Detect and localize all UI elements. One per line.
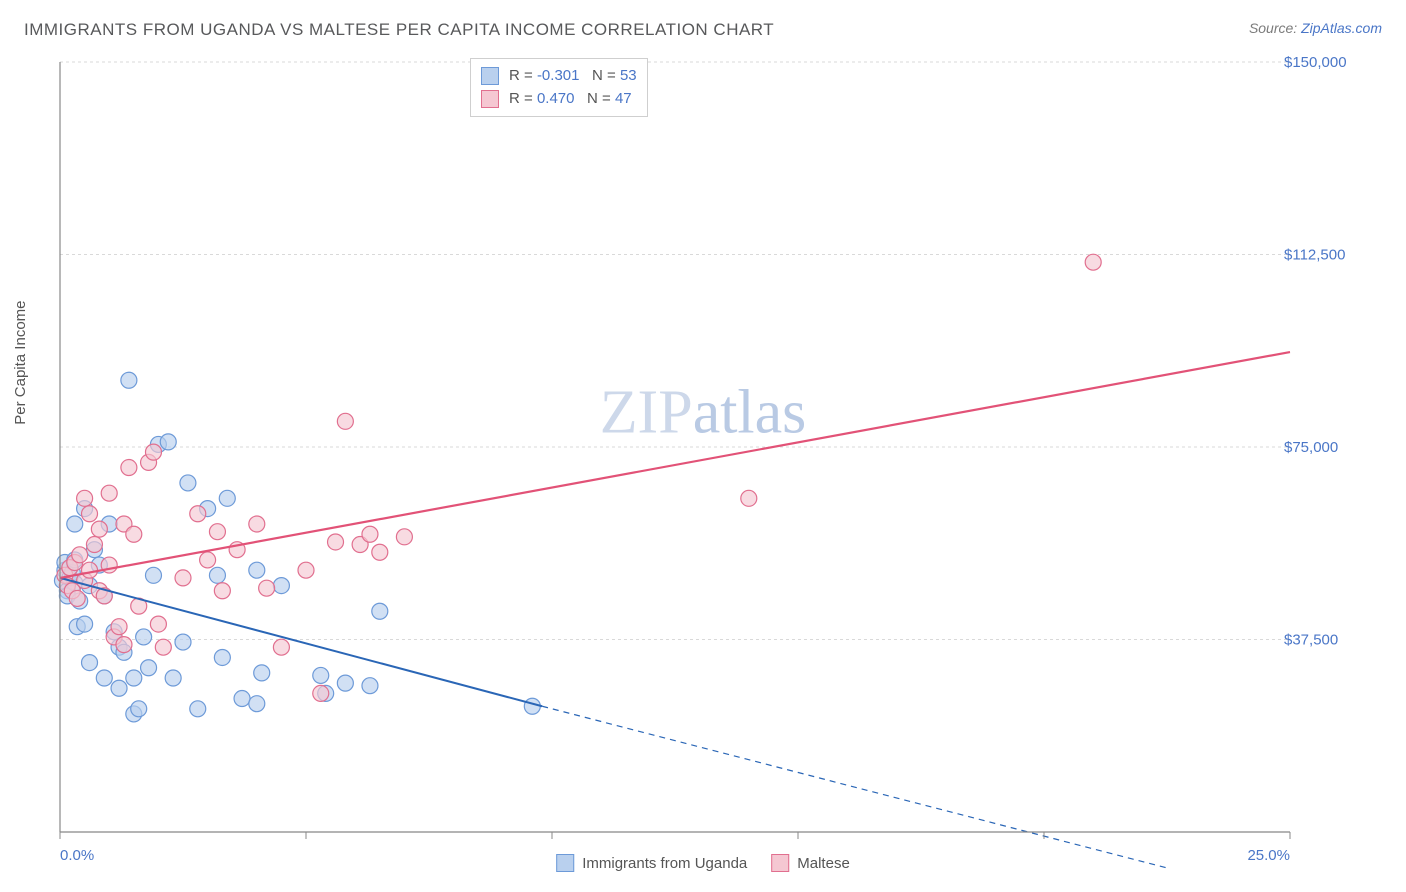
legend-item: Maltese	[771, 854, 850, 872]
legend-swatch	[556, 854, 574, 872]
svg-text:$75,000: $75,000	[1284, 439, 1338, 456]
chart-container: Per Capita Income ZIPatlas $37,500$75,00…	[20, 52, 1386, 872]
series-legend: Immigrants from Uganda Maltese	[556, 854, 850, 872]
correlation-legend: R = -0.301 N = 53R = 0.470 N = 47	[470, 58, 648, 117]
svg-text:$150,000: $150,000	[1284, 54, 1347, 71]
legend-row: R = 0.470 N = 47	[481, 88, 637, 111]
legend-swatch	[481, 67, 499, 85]
legend-swatch	[771, 854, 789, 872]
legend-item: Immigrants from Uganda	[556, 854, 747, 872]
source-attribution: Source: ZipAtlas.com	[1249, 20, 1382, 36]
source-link[interactable]: ZipAtlas.com	[1301, 20, 1382, 36]
y-axis-label: Per Capita Income	[12, 300, 29, 424]
legend-swatch	[481, 90, 499, 108]
page-title: IMMIGRANTS FROM UGANDA VS MALTESE PER CA…	[24, 20, 774, 40]
svg-text:$37,500: $37,500	[1284, 632, 1338, 649]
svg-text:0.0%: 0.0%	[60, 847, 94, 864]
legend-row: R = -0.301 N = 53	[481, 65, 637, 88]
legend-label: Immigrants from Uganda	[582, 855, 747, 872]
svg-text:$112,500: $112,500	[1284, 247, 1345, 264]
svg-text:25.0%: 25.0%	[1247, 847, 1290, 864]
legend-label: Maltese	[797, 855, 850, 872]
scatter-chart: $37,500 $75,000 $112,500 $150,000 0.0% 25.0%	[20, 52, 1386, 872]
